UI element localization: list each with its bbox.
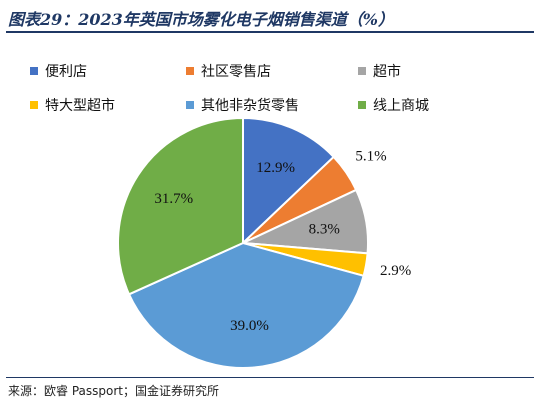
legend-swatch [30,67,38,75]
source-rule [6,377,534,378]
legend-swatch [358,67,366,75]
pie-data-label: 8.3% [309,221,340,237]
pie-data-label: 12.9% [256,160,295,176]
legend-item-convenience: 便利店 [30,61,87,81]
legend-label: 便利店 [45,64,87,80]
legend-label: 社区零售店 [201,64,271,80]
pie-data-label: 39.0% [230,318,269,334]
pie-data-label: 2.9% [380,263,411,279]
legend-swatch [186,101,194,109]
chart-title: 图表29：2023年英国市场雾化电子烟销售渠道（%） [8,10,395,29]
legend-label: 特大型超市 [45,98,115,114]
legend-item-other-nongrocery: 其他非杂货零售 [186,95,299,115]
legend-swatch [30,101,38,109]
pie-slices [117,117,369,369]
legend-label: 线上商城 [373,98,429,114]
source-note: 来源：欧睿 Passport；国金证券研究所 [8,384,219,398]
legend-swatch [186,67,194,75]
legend-label: 超市 [373,64,401,80]
legend-item-hypermarket: 特大型超市 [30,95,115,115]
legend-swatch [358,101,366,109]
legend-item-supermarket: 超市 [358,61,401,81]
title-rule [6,31,534,33]
pie-slice [128,242,365,369]
pie-slice [117,117,244,296]
pie-data-label: 5.1% [355,149,386,165]
pie-slice [242,117,335,244]
legend-item-community-retail: 社区零售店 [186,61,271,81]
legend-label: 其他非杂货零售 [201,98,299,114]
legend-item-online: 线上商城 [358,95,429,115]
pie-data-labels: 12.9% 5.1% 8.3% 2.9% 39.0% 31.7% [154,149,411,335]
pie-data-label: 31.7% [154,191,193,207]
